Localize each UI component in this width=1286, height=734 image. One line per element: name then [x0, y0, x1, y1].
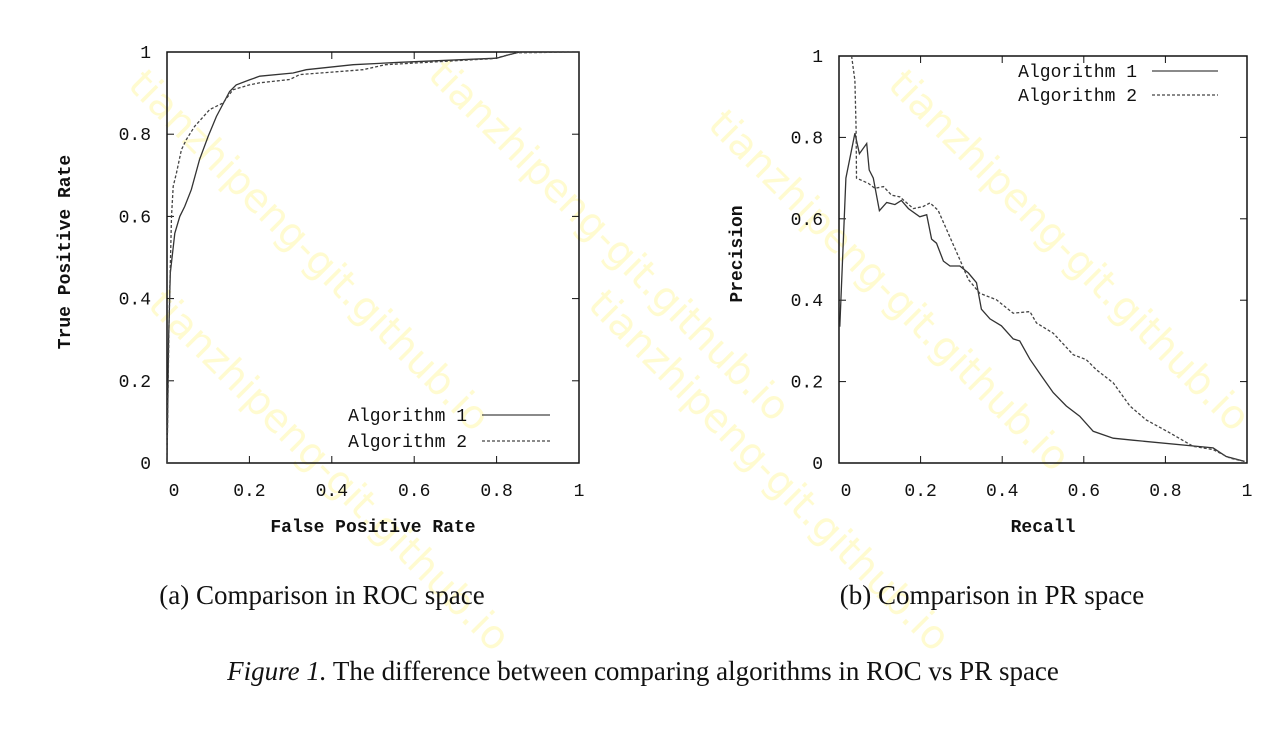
legend-label-algorithm-1: Algorithm 1	[1018, 63, 1137, 83]
figure-caption-text: The difference between comparing algorit…	[327, 656, 1059, 686]
y-tick-label: 0.4	[119, 291, 151, 311]
x-tick-label: 1	[1242, 482, 1253, 502]
y-tick-label: 0.2	[791, 374, 823, 394]
plot-frame	[838, 55, 1248, 464]
charts: 0 0.2 0.4 0.6 0.8 1 0 0.2 0.4 0.6 0.8 1 False Positi…	[56, 44, 1252, 610]
series-line-algorithm-1	[839, 133, 1245, 463]
subfigure-caption: (a) Comparison in ROC space	[159, 580, 484, 610]
x-tick-label: 0	[169, 482, 180, 502]
series-line-algorithm-2	[166, 51, 580, 464]
y-axis-label: Precision	[728, 205, 748, 302]
y-axis-label: True Positive Rate	[56, 155, 76, 349]
roc-chart: 0 0.2 0.4 0.6 0.8 1 0 0.2 0.4 0.6 0.8 1 False Positi…	[56, 44, 584, 610]
series-line-algorithm-1	[166, 51, 579, 464]
legend-label-algorithm-2: Algorithm 2	[348, 433, 467, 453]
y-tick-label: 0.2	[119, 373, 151, 393]
watermark-text: tianzhipeng-git.github.io	[119, 61, 499, 441]
y-tick-label: 1	[812, 48, 823, 68]
x-tick-label: 0.4	[986, 482, 1018, 502]
y-tick-label: 1	[140, 44, 151, 64]
watermark-text: tianzhipeng-git.github.io	[699, 101, 1079, 481]
watermark-layer: tianzhipeng-git.github.iotianzhipeng-git…	[119, 51, 1259, 661]
x-tick-label: 0.4	[316, 482, 348, 502]
y-tick-label: 0	[812, 455, 823, 475]
x-tick-label: 0.8	[480, 482, 512, 502]
subfigure-caption: (b) Comparison in PR space	[840, 580, 1144, 610]
x-tick-label: 1	[574, 482, 585, 502]
y-tick-label: 0.4	[791, 292, 823, 312]
y-tick-label: 0.8	[119, 126, 151, 146]
legend-label-algorithm-1: Algorithm 1	[348, 407, 467, 427]
y-tick-label: 0.6	[791, 211, 823, 231]
x-tick-label: 0.6	[398, 482, 430, 502]
x-tick-label: 0.2	[233, 482, 265, 502]
x-axis-label: Recall	[1011, 518, 1076, 538]
y-tick-label: 0.8	[791, 129, 823, 149]
legend-label-algorithm-2: Algorithm 2	[1018, 87, 1137, 107]
y-tick-label: 0.6	[119, 208, 151, 228]
pr-chart: 0 0.2 0.4 0.6 0.8 1 0 0.2 0.4 0.6 0.8 1 Recall Precis…	[728, 48, 1252, 610]
x-tick-label: 0	[841, 482, 852, 502]
x-tick-label: 0.8	[1149, 482, 1181, 502]
x-tick-label: 0.6	[1068, 482, 1100, 502]
y-tick-label: 0	[140, 455, 151, 475]
figure-caption: Figure 1. The difference between compari…	[226, 656, 1059, 686]
x-axis-label: False Positive Rate	[270, 518, 475, 538]
watermark-text: tianzhipeng-git.github.io	[879, 61, 1259, 441]
series-line-algorithm-2	[850, 55, 1245, 463]
plot-frame	[166, 51, 580, 464]
x-tick-label: 0.2	[904, 482, 936, 502]
figure-caption-label: Figure 1.	[226, 656, 326, 686]
